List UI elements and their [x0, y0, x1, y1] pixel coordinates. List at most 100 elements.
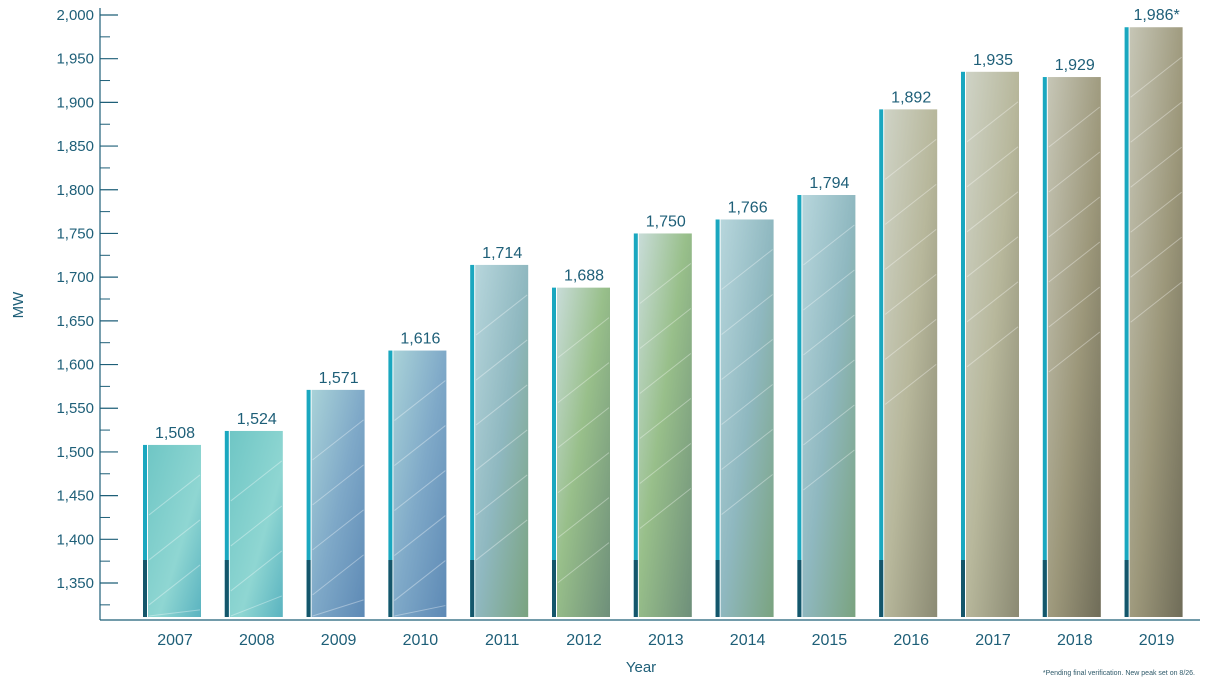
bar-texture-line: [1130, 191, 1182, 233]
bar-texture-line: [557, 542, 610, 584]
bar-texture-line: [475, 384, 528, 426]
bar-accent-strip: [797, 195, 802, 617]
bar-texture: [312, 419, 364, 617]
bar-texture-line: [639, 308, 692, 349]
bar-texture-line: [966, 101, 1019, 143]
bar-texture-line: [475, 429, 528, 471]
bar-texture: [803, 224, 855, 491]
bars-layer: [143, 27, 1183, 618]
bar-texture-line: [148, 609, 201, 617]
x-tick-label-2016: 2016: [893, 632, 929, 649]
bar-texture-line: [312, 599, 364, 617]
bar-texture: [1048, 106, 1101, 373]
bar-accent-strip: [1124, 27, 1129, 618]
x-tick-label-2007: 2007: [157, 632, 193, 649]
data-label-2014: 1,766: [728, 199, 768, 216]
bar-accent-base: [961, 560, 965, 617]
y-tick-label: 1,400: [56, 531, 94, 548]
bar-texture: [475, 294, 528, 561]
bar-texture-line: [639, 488, 692, 529]
bar-texture-line: [1130, 101, 1182, 143]
bar-texture-line: [639, 353, 692, 394]
y-tick-label: 1,500: [56, 444, 94, 461]
bar-texture: [639, 263, 692, 529]
data-label-2011: 1,714: [482, 245, 522, 262]
bar-texture-line: [394, 470, 446, 511]
x-tick-label-2013: 2013: [648, 632, 684, 649]
bar-texture-line: [966, 191, 1019, 233]
bar-texture-line: [966, 281, 1019, 323]
bar-texture-line: [884, 273, 937, 315]
bar-texture-line: [557, 362, 610, 404]
data-label-2012: 1,688: [564, 268, 604, 285]
bar-2007: [148, 444, 201, 617]
bar-2012: [557, 287, 610, 617]
bar-texture-line: [557, 497, 610, 539]
data-label-2009: 1,571: [319, 370, 359, 387]
y-tick-label: 1,800: [56, 182, 94, 199]
bar-texture: [966, 101, 1019, 368]
bar-2013: [638, 233, 692, 617]
bar-texture-line: [148, 564, 201, 606]
bar-accent-base: [306, 560, 311, 617]
bar-accent-strip: [552, 287, 556, 617]
data-label-2013: 1,750: [646, 213, 686, 230]
bar-texture-line: [312, 509, 364, 551]
bar-texture-line: [884, 228, 937, 270]
bar-texture-line: [966, 236, 1019, 278]
x-tick-label-2015: 2015: [812, 632, 848, 649]
bar-texture-line: [1130, 56, 1182, 98]
x-tick-label-2018: 2018: [1057, 632, 1093, 649]
bar-accent-base: [388, 560, 393, 617]
bar-2019: [1129, 27, 1183, 618]
bar-texture-line: [639, 398, 692, 439]
bar-texture-line: [803, 224, 855, 266]
bar-texture-line: [884, 138, 937, 180]
bar-accent-strip: [306, 389, 311, 617]
bar-texture-line: [884, 318, 937, 360]
bar-texture-line: [312, 419, 364, 461]
bar-texture-line: [475, 294, 528, 336]
bar-texture-line: [312, 464, 364, 506]
y-tick-label: 1,850: [56, 138, 94, 155]
bar-texture-line: [1048, 106, 1101, 148]
bar-texture-line: [475, 519, 528, 561]
bar-2015: [802, 195, 856, 617]
bar-texture-line: [475, 474, 528, 516]
data-label-2017: 1,935: [973, 52, 1013, 69]
bar-accent-strip: [470, 264, 475, 617]
bar-texture-line: [966, 326, 1019, 368]
y-axis-title: MW: [10, 291, 27, 318]
y-tick-label: 1,350: [56, 575, 94, 592]
bar-texture-line: [394, 560, 446, 601]
data-label-2018: 1,929: [1055, 57, 1095, 74]
y-tick-label: 2,000: [56, 7, 94, 24]
bar-texture-line: [1048, 286, 1101, 328]
bar-texture-line: [148, 519, 201, 561]
bar-accent-base: [1042, 560, 1047, 617]
data-label-2015: 1,794: [809, 175, 849, 192]
bar-texture-line: [475, 339, 528, 381]
bar-texture: [394, 380, 446, 617]
bar-accent-strip: [879, 109, 884, 618]
bar-accent-base: [1124, 560, 1129, 617]
bar-texture-line: [394, 605, 446, 617]
bar-texture-line: [230, 505, 283, 547]
y-tick-label: 1,450: [56, 488, 94, 505]
x-tick-label-2017: 2017: [975, 632, 1011, 649]
bar-2010: [393, 350, 447, 617]
bar-texture-line: [721, 429, 773, 470]
x-axis-title: Year: [626, 659, 656, 676]
x-tick-label-2019: 2019: [1139, 632, 1175, 649]
bar-texture-line: [803, 449, 855, 491]
bar-texture-line: [148, 474, 201, 516]
y-tick-label: 1,600: [56, 357, 94, 374]
bar-texture-line: [312, 554, 364, 596]
bar-accent-strip: [633, 233, 638, 617]
bar-texture: [1130, 56, 1182, 323]
bar-2011: [475, 264, 529, 617]
bar-2018: [1047, 77, 1101, 617]
bar-texture-line: [1048, 196, 1101, 238]
bar-accent-base: [143, 560, 147, 617]
